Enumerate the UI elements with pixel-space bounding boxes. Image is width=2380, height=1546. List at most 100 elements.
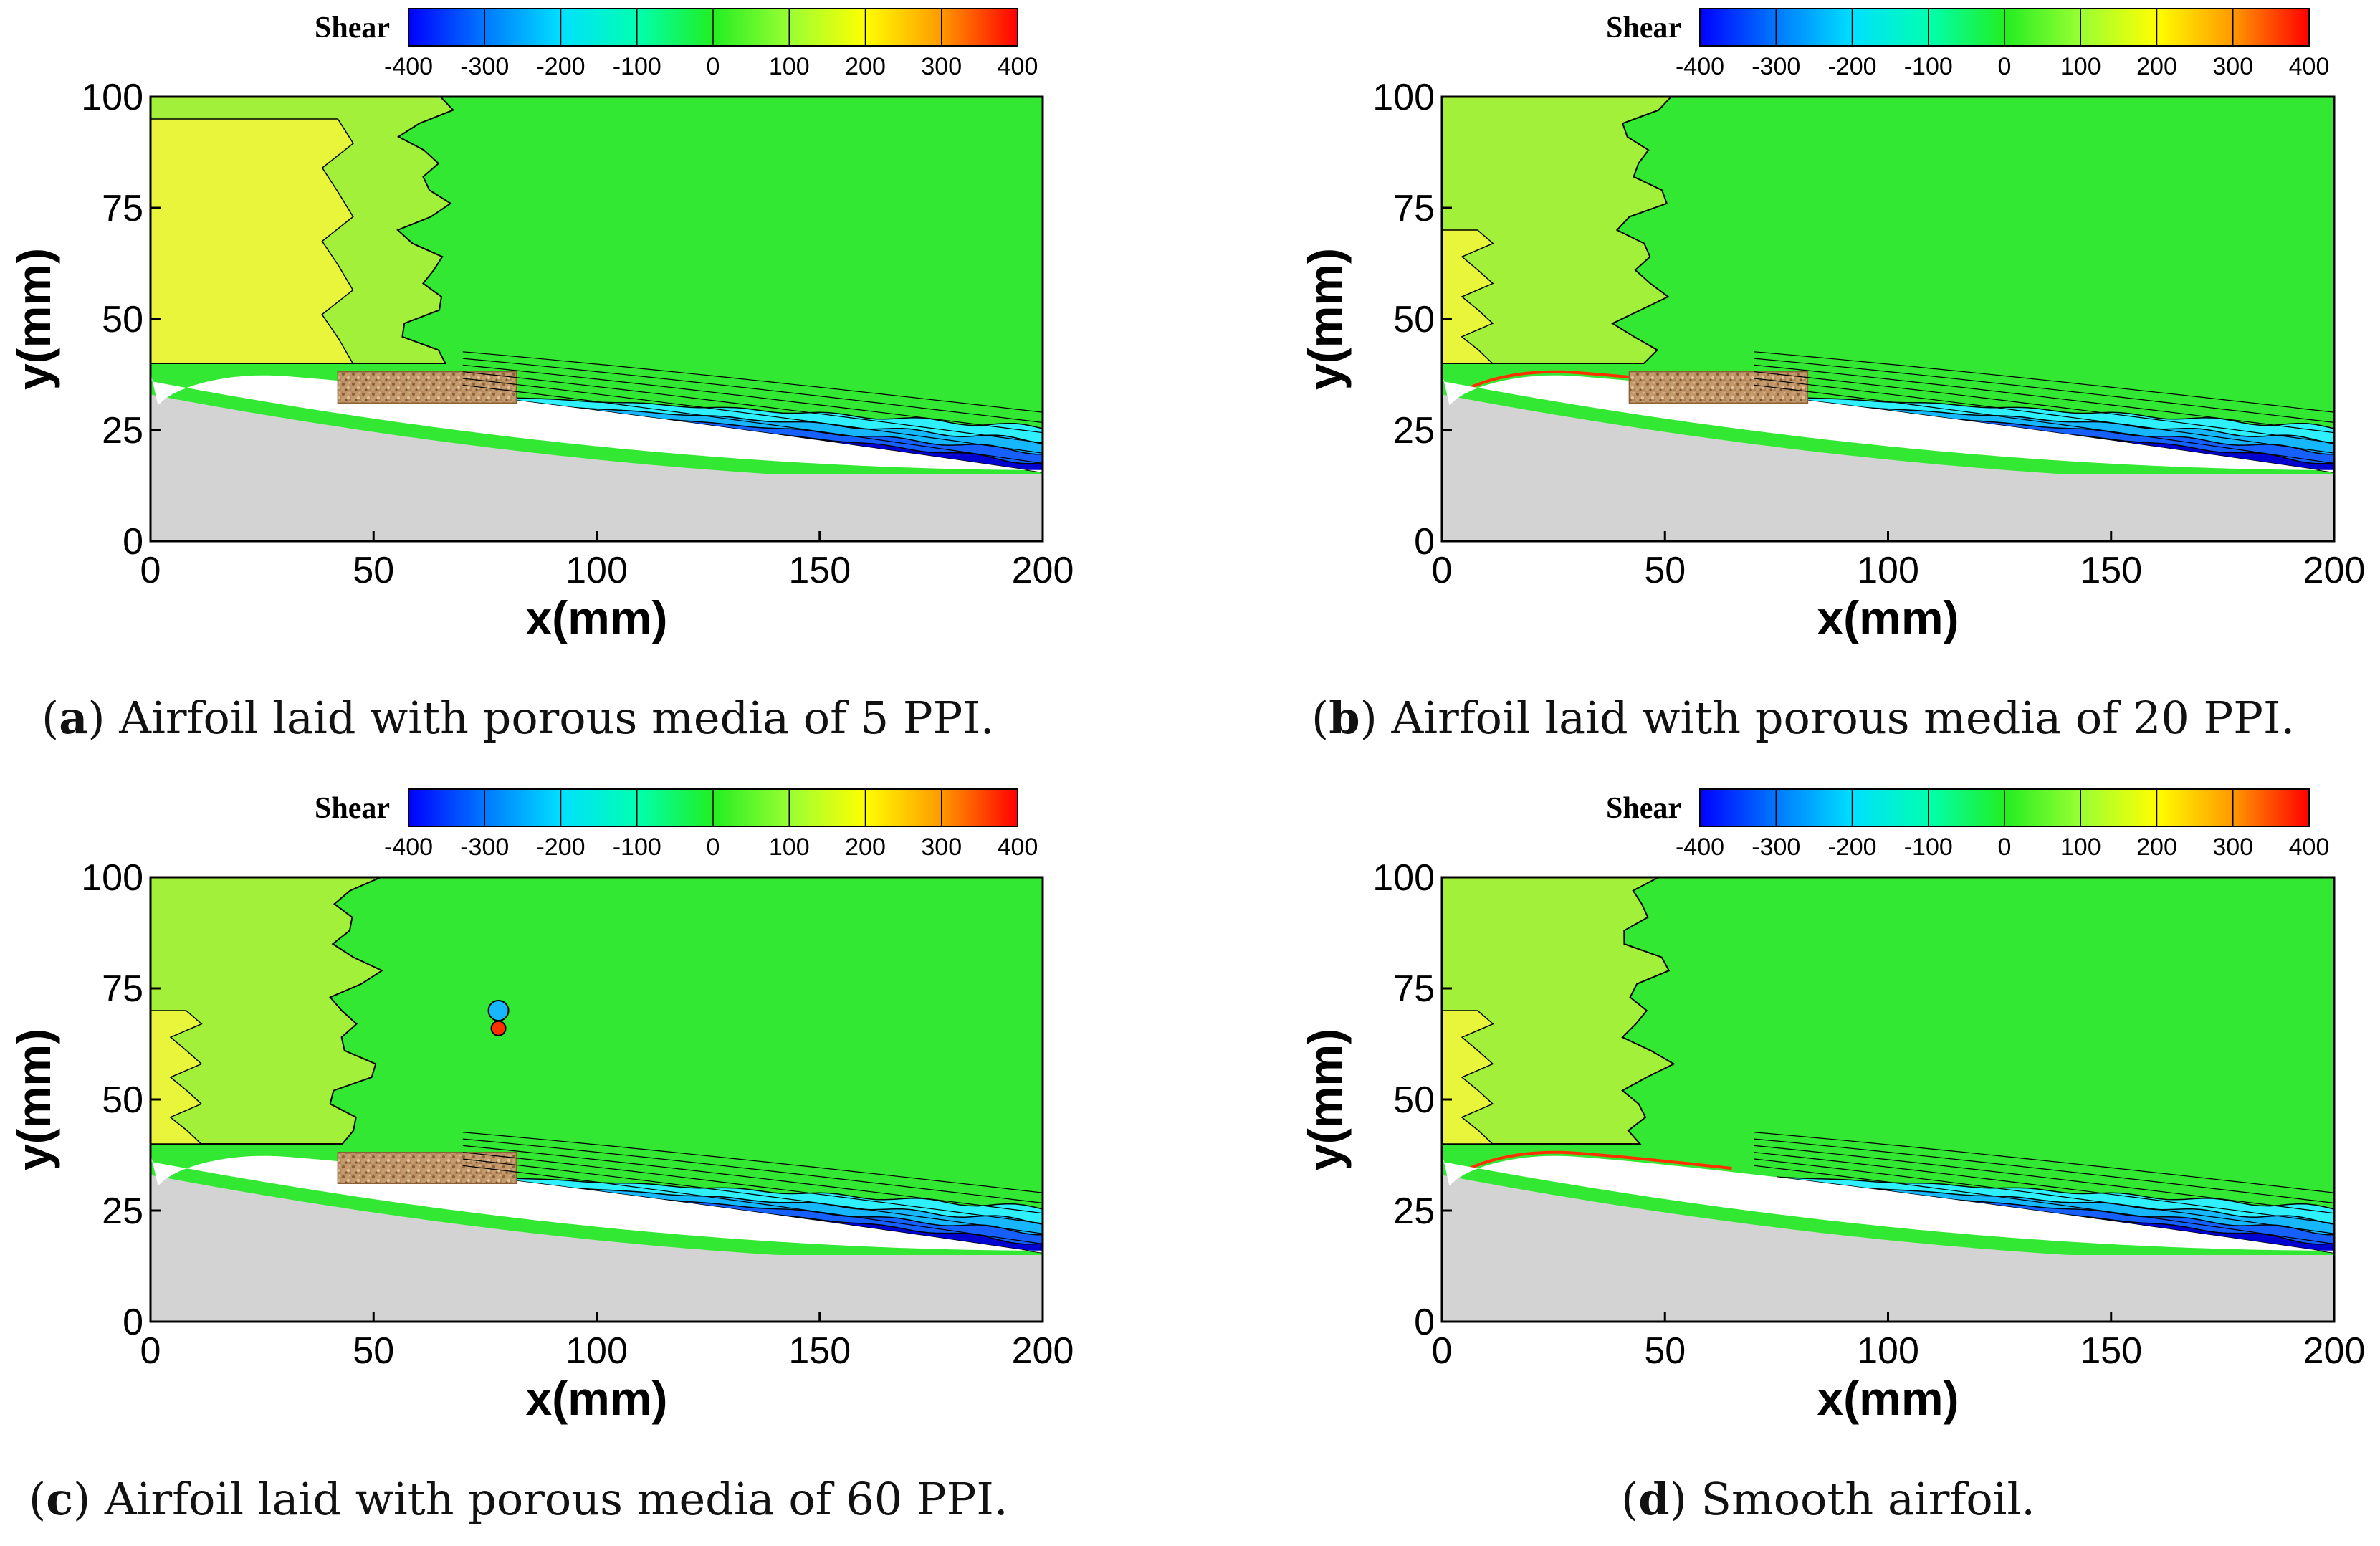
- caption-c: (c) Airfoil laid with porous media of 60…: [29, 1473, 1008, 1525]
- colorbar-tick-label-d-1: -300: [1751, 834, 1800, 861]
- x-tick-label-b-4: 200: [2303, 550, 2366, 591]
- contour-line-b-2: [1754, 378, 2335, 454]
- contour-line-d-3: [1754, 1152, 2335, 1224]
- masked-region-b: [1442, 394, 2334, 541]
- contour-line-b-4: [1754, 364, 2335, 434]
- y-tick-label-d-4: 100: [1372, 857, 1435, 899]
- x-tick-label-d-0: 0: [1432, 1330, 1453, 1372]
- colorbar-tick-label-c-3: -100: [613, 834, 661, 861]
- colorbar-tick-label-a-0: -400: [384, 53, 433, 80]
- masked-region-c: [150, 1175, 1043, 1322]
- caption-letter-b: b: [1329, 692, 1360, 744]
- colorbar-tick-label-c-5: 100: [769, 834, 810, 861]
- y-axis-label-c: y(mm): [7, 1029, 60, 1170]
- caption-a: (a) Airfoil laid with porous media of 5 …: [42, 692, 995, 744]
- x-tick-label-a-0: 0: [140, 550, 161, 591]
- x-tick-label-c-3: 150: [788, 1330, 851, 1372]
- x-tick-label-a-2: 100: [565, 550, 628, 591]
- colorbar-title-b: Shear: [1606, 11, 1681, 44]
- y-tick-label-a-4: 100: [81, 77, 143, 118]
- contour-line-d-2: [1754, 1158, 2335, 1234]
- x-tick-label-d-4: 200: [2303, 1330, 2366, 1372]
- contour-line-d-1: [1754, 1165, 2335, 1245]
- contour-line-b-3: [1754, 371, 2335, 444]
- y-axis-label-a: y(mm): [7, 248, 60, 390]
- x-tick-label-d-3: 150: [2080, 1330, 2142, 1372]
- x-tick-label-c-4: 200: [1012, 1330, 1074, 1372]
- contour-line-a-1: [462, 384, 1043, 464]
- airfoil-d: [1442, 1153, 2334, 1253]
- colorbar-tick-label-a-4: 0: [707, 53, 720, 80]
- colorbar-tick-label-c-0: -400: [384, 834, 433, 861]
- y-tick-label-d-1: 25: [1393, 1190, 1435, 1232]
- porous-insert-c: [337, 1152, 517, 1184]
- positive-shear-region-b: [1441, 96, 1673, 364]
- colorbar-tick-label-b-0: -400: [1676, 53, 1724, 80]
- x-axis-label-b: x(mm): [1817, 591, 1959, 644]
- colorbar-tick-label-d-3: -100: [1904, 834, 1953, 861]
- contour-line-c-5: [462, 1138, 1043, 1204]
- colorbar-title-a: Shear: [315, 11, 390, 44]
- colorbar-tick-label-b-1: -300: [1751, 53, 1800, 80]
- colorbar-title-c: Shear: [315, 792, 390, 825]
- x-tick-label-b-2: 100: [1857, 550, 1919, 591]
- caption-d: (d) Smooth airfoil.: [1621, 1473, 2036, 1525]
- colorbar-tick-label-c-7: 300: [921, 834, 962, 861]
- panel-b: 0 50 100 150 2000255075100x(mm)y(mm)Shear-40…: [1299, 8, 2366, 644]
- contour-line-d-5: [1754, 1138, 2335, 1204]
- caption-letter-c: c: [46, 1473, 73, 1525]
- positive-shear-region-c: [150, 877, 384, 1145]
- colorbar-title-d: Shear: [1606, 792, 1681, 825]
- x-axis-label-c: x(mm): [525, 1372, 667, 1425]
- colorbar-tick-label-a-6: 200: [845, 53, 886, 80]
- y-tick-label-a-1: 25: [102, 410, 143, 452]
- colorbar-tick-label-c-6: 200: [845, 834, 886, 861]
- caption-text-a: Airfoil laid with porous media of 5 PPI.: [119, 692, 995, 744]
- anomaly-positive-spot-c: [490, 1020, 507, 1036]
- contour-line-b-5: [1754, 358, 2335, 424]
- contour-line-c-1: [462, 1165, 1043, 1245]
- yellow-shear-patch-b: [1441, 229, 1494, 364]
- colorbar-tick-label-d-7: 300: [2212, 834, 2253, 861]
- yellow-shear-patch-d: [1441, 1010, 1494, 1145]
- colorbar-tick-label-a-2: -200: [536, 53, 585, 80]
- colorbar-tick-label-d-5: 100: [2060, 834, 2101, 861]
- y-tick-label-c-2: 50: [102, 1079, 143, 1121]
- y-tick-label-b-0: 0: [1414, 521, 1435, 563]
- contour-line-c-2: [462, 1158, 1043, 1234]
- y-axis-label-d: y(mm): [1299, 1029, 1352, 1170]
- contour-line-c-4: [462, 1145, 1043, 1214]
- x-tick-label-b-0: 0: [1432, 550, 1453, 591]
- leading-edge-shear-line-d: [1463, 1150, 1732, 1173]
- x-tick-label-c-2: 100: [565, 1330, 628, 1372]
- masked-region-d: [1442, 1175, 2334, 1322]
- x-axis-label-d: x(mm): [1817, 1372, 1959, 1425]
- caption-text-c: Airfoil laid with porous media of 60 PPI…: [104, 1473, 1008, 1525]
- colorbar-tick-label-b-3: -100: [1904, 53, 1953, 80]
- contour-line-a-5: [462, 358, 1043, 424]
- caption-letter-a: a: [59, 692, 88, 744]
- y-tick-label-a-2: 50: [102, 299, 143, 340]
- colorbar-tick-label-b-7: 300: [2212, 53, 2253, 80]
- colorbar-tick-label-a-5: 100: [769, 53, 810, 80]
- y-tick-label-d-0: 0: [1414, 1302, 1435, 1343]
- colorbar-tick-label-c-4: 0: [707, 834, 720, 861]
- contour-line-a-3: [462, 371, 1043, 444]
- y-tick-label-b-3: 75: [1393, 188, 1435, 229]
- contour-line-a-4: [462, 364, 1043, 434]
- yellow-shear-patch-a: [150, 118, 354, 364]
- porous-insert-a: [337, 371, 517, 404]
- masked-region-a: [150, 394, 1043, 541]
- contour-line-d-6: [1754, 1132, 2335, 1193]
- colorbar-tick-label-a-3: -100: [613, 53, 661, 80]
- porous-insert-b: [1628, 371, 1809, 404]
- caption-letter-d: d: [1638, 1473, 1670, 1525]
- colorbar-tick-label-a-1: -300: [460, 53, 509, 80]
- colorbar-tick-label-a-7: 300: [921, 53, 962, 80]
- y-tick-label-c-3: 75: [102, 968, 143, 1010]
- colorbar-tick-label-c-8: 400: [998, 834, 1038, 861]
- x-tick-label-b-1: 50: [1644, 550, 1686, 591]
- x-tick-label-a-1: 50: [353, 550, 394, 591]
- y-tick-label-b-4: 100: [1372, 77, 1435, 118]
- contour-line-c-6: [462, 1132, 1043, 1193]
